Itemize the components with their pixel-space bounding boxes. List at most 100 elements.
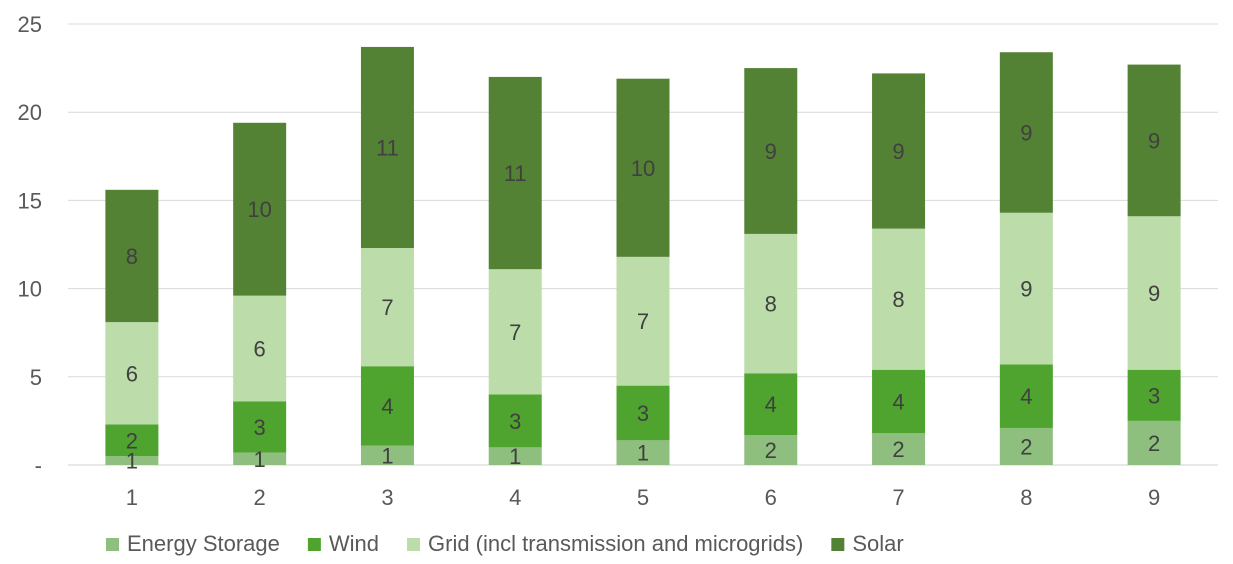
data-label: 9 <box>1020 277 1032 302</box>
data-label: 3 <box>1148 383 1160 408</box>
y-axis: - 5 10 15 20 25 <box>18 12 42 478</box>
legend-swatch <box>831 538 845 551</box>
bar-segment-wind <box>744 373 798 436</box>
bar-segment-solar <box>616 78 670 257</box>
legend-label: Energy Storage <box>127 531 280 556</box>
bar-segment-energy <box>105 456 159 465</box>
data-label: 3 <box>254 415 266 440</box>
data-label: 1 <box>381 443 393 468</box>
legend: Energy Storage Wind Grid (incl transmissio… <box>106 531 904 556</box>
bar-segment-wind <box>233 401 287 453</box>
bar-segment-wind <box>105 424 159 457</box>
data-label: 9 <box>1148 281 1160 306</box>
data-label: 9 <box>765 139 777 164</box>
data-label: 1 <box>509 444 521 469</box>
bar-segment-energy <box>233 452 287 465</box>
data-label: 10 <box>247 197 271 222</box>
data-label: 7 <box>509 320 521 345</box>
legend-label: Solar <box>852 531 903 556</box>
data-label: 6 <box>254 337 266 362</box>
data-label: 9 <box>892 139 904 164</box>
bar-segment-wind <box>360 366 414 446</box>
bar-segment-wind <box>1127 369 1181 421</box>
x-tick-label: 6 <box>765 485 777 510</box>
data-label: 11 <box>504 161 527 186</box>
bars <box>105 46 1181 465</box>
data-label: 7 <box>381 295 393 320</box>
data-label: 4 <box>381 394 393 419</box>
y-tick-label: 5 <box>30 365 42 390</box>
data-label: 3 <box>509 409 521 434</box>
bar-segment-energy <box>1127 420 1181 465</box>
legend-swatch <box>106 538 119 551</box>
data-label: 4 <box>1020 384 1032 409</box>
bar-segment-wind <box>488 394 542 448</box>
legend-label: Grid (incl transmission and microgrids) <box>428 531 803 556</box>
y-tick-label: 15 <box>18 188 42 213</box>
bar-segment-grid <box>105 322 159 425</box>
data-label: 4 <box>892 389 904 414</box>
y-tick-label: 10 <box>18 277 42 302</box>
bar-segment-grid <box>233 295 287 402</box>
bar-segment-grid <box>360 248 414 367</box>
bar-segment-solar <box>1127 64 1181 217</box>
data-label: 2 <box>126 428 138 453</box>
bar-segment-wind <box>872 369 926 434</box>
bar-segment-wind <box>616 385 670 441</box>
bar-segment-solar <box>105 189 159 323</box>
data-label: 6 <box>126 361 138 386</box>
data-label: 8 <box>765 292 777 317</box>
bar-segment-solar <box>744 68 798 234</box>
data-label: 3 <box>637 401 649 426</box>
data-label: 4 <box>765 392 777 417</box>
x-tick-label: 3 <box>381 485 393 510</box>
x-tick-label: 2 <box>254 485 266 510</box>
x-tick-label: 4 <box>509 485 521 510</box>
data-label: 1 <box>637 441 649 466</box>
bar-segment-solar <box>233 122 287 296</box>
x-tick-label: 7 <box>892 485 904 510</box>
legend-swatch <box>407 538 420 551</box>
data-label: 2 <box>892 437 904 462</box>
bar-segment-energy <box>744 435 798 465</box>
data-label: 9 <box>1020 120 1032 145</box>
data-label: 11 <box>376 135 399 160</box>
y-tick-label: 20 <box>18 100 42 125</box>
data-label: 9 <box>1148 128 1160 153</box>
bar-segment-solar <box>360 46 414 249</box>
x-tick-label: 8 <box>1020 485 1032 510</box>
x-tick-label: 9 <box>1148 485 1160 510</box>
x-axis: 1 2 3 4 5 6 7 8 9 <box>126 485 1160 510</box>
bar-segment-energy <box>999 427 1053 465</box>
data-label: 10 <box>631 156 655 181</box>
data-label: 1 <box>254 447 266 472</box>
bar-segment-energy <box>616 440 670 465</box>
bar-segment-grid <box>872 228 926 370</box>
bar-segment-solar <box>999 52 1053 213</box>
data-label: 8 <box>126 244 138 269</box>
data-label: 2 <box>765 438 777 463</box>
bar-segment-grid <box>488 269 542 395</box>
bar-segment-grid <box>1127 216 1181 370</box>
bar-segment-energy <box>488 447 542 465</box>
bar-segment-energy <box>360 445 414 465</box>
x-tick-label: 5 <box>637 485 649 510</box>
bar-segment-solar <box>488 76 542 270</box>
bar-segment-solar <box>872 73 926 229</box>
data-label: 2 <box>1148 431 1160 456</box>
bar-segment-grid <box>999 212 1053 365</box>
y-tick-label: 25 <box>18 12 42 37</box>
legend-swatch <box>307 538 321 551</box>
y-tick-label: - <box>35 453 42 478</box>
bar-segment-grid <box>744 233 798 374</box>
data-label: 2 <box>1020 434 1032 459</box>
data-label: 7 <box>637 309 649 334</box>
bar-segment-wind <box>999 364 1053 428</box>
bar-segment-energy <box>872 433 926 465</box>
x-tick-label: 1 <box>126 485 138 510</box>
data-label: 8 <box>892 287 904 312</box>
bar-segment-grid <box>616 256 670 386</box>
